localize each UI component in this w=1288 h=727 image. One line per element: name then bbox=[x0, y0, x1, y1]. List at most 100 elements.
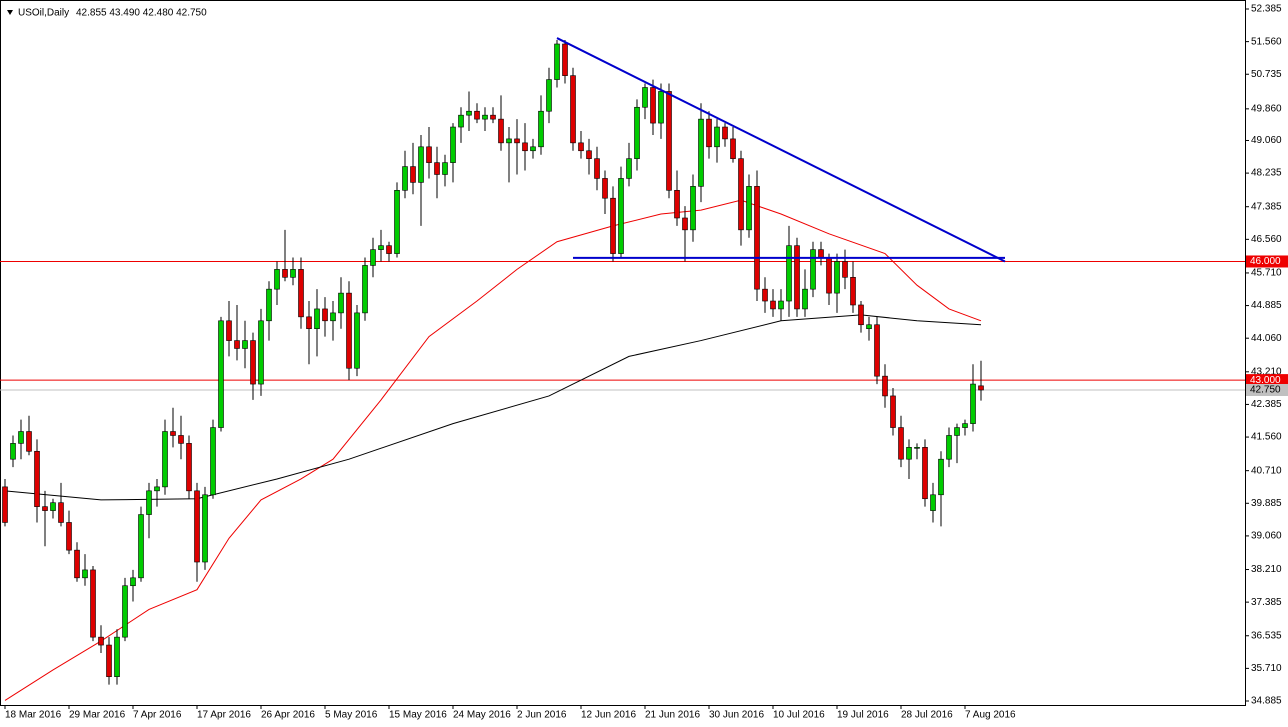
candle-body bbox=[274, 269, 280, 290]
y-tick-label: 42.385 bbox=[1251, 399, 1282, 410]
candle-body bbox=[138, 514, 144, 579]
candle-body bbox=[778, 300, 784, 310]
candle-body bbox=[338, 292, 344, 314]
y-tick-label: 35.710 bbox=[1251, 663, 1282, 674]
candle-body bbox=[34, 450, 40, 507]
candle-body bbox=[266, 288, 272, 322]
candle-body bbox=[834, 261, 840, 294]
y-tick-label: 34.885 bbox=[1251, 696, 1282, 707]
candle-body bbox=[306, 316, 312, 330]
candle-body bbox=[738, 158, 744, 231]
candle-body bbox=[178, 435, 184, 444]
x-tick-label: 28 Jul 2016 bbox=[901, 710, 953, 721]
candle-body bbox=[586, 150, 592, 159]
x-tick-label: 7 Aug 2016 bbox=[965, 710, 1016, 721]
candle-body bbox=[162, 431, 168, 488]
y-tick-label: 44.060 bbox=[1251, 333, 1282, 344]
candle-body bbox=[90, 569, 96, 638]
candle-body bbox=[962, 423, 968, 428]
candle-body bbox=[10, 443, 16, 460]
candle-body bbox=[426, 146, 432, 163]
candle-body bbox=[642, 87, 648, 108]
level-box bbox=[1246, 383, 1288, 396]
y-tick-label: 45.710 bbox=[1251, 268, 1282, 279]
menu-arrow bbox=[7, 10, 13, 15]
plot-frame bbox=[0, 0, 1246, 706]
candle-body bbox=[194, 490, 200, 563]
candle-body bbox=[378, 245, 384, 250]
candle-body bbox=[706, 118, 712, 148]
candle-body bbox=[482, 114, 488, 120]
candle-body bbox=[674, 190, 680, 219]
candle-body bbox=[770, 300, 776, 310]
candle-body bbox=[114, 636, 120, 677]
x-tick-label: 29 Mar 2016 bbox=[69, 710, 126, 721]
moving-average bbox=[4, 199, 982, 701]
candle-body bbox=[234, 340, 240, 349]
candle-body bbox=[890, 395, 896, 428]
candle-body bbox=[210, 427, 216, 496]
candle-body bbox=[170, 431, 176, 436]
candle-body bbox=[666, 91, 672, 191]
candle-body bbox=[578, 142, 584, 152]
candle-body bbox=[618, 178, 624, 254]
candle-body bbox=[26, 431, 32, 452]
candle-body bbox=[2, 486, 8, 523]
candle-body bbox=[418, 146, 424, 183]
level-box bbox=[1246, 374, 1288, 387]
candle-body bbox=[434, 162, 440, 175]
candle-body bbox=[762, 288, 768, 302]
y-tick-label: 44.885 bbox=[1251, 300, 1282, 311]
candle-body bbox=[498, 118, 504, 144]
y-tick-label: 40.710 bbox=[1251, 465, 1282, 476]
candle-body bbox=[746, 186, 752, 231]
candle-body bbox=[146, 490, 152, 515]
y-tick-label: 43.210 bbox=[1251, 366, 1282, 377]
candle-body bbox=[154, 486, 160, 492]
x-tick-label: 19 Jul 2016 bbox=[837, 710, 889, 721]
candle-body bbox=[602, 178, 608, 199]
candle-body bbox=[802, 288, 808, 310]
candle-body bbox=[410, 166, 416, 183]
candle-body bbox=[466, 110, 472, 116]
candle-body bbox=[458, 114, 464, 128]
x-tick-label: 17 Apr 2016 bbox=[197, 710, 251, 721]
candle-body bbox=[98, 636, 104, 646]
candle-body bbox=[722, 126, 728, 140]
candle-body bbox=[106, 644, 112, 677]
x-tick-label: 30 Jun 2016 bbox=[709, 710, 764, 721]
quote: 42.855 43.490 42.480 42.750 bbox=[76, 8, 207, 19]
y-tick-label: 46.560 bbox=[1251, 234, 1282, 245]
candle-body bbox=[370, 249, 376, 266]
level-box bbox=[1246, 255, 1288, 268]
symbol: USOil,Daily bbox=[18, 8, 69, 19]
x-tick-label: 15 May 2016 bbox=[389, 710, 447, 721]
candle-body bbox=[250, 340, 256, 385]
x-tick-label: 24 May 2016 bbox=[453, 710, 511, 721]
candle-body bbox=[298, 269, 304, 318]
candle-body bbox=[354, 312, 360, 369]
candle-body bbox=[506, 138, 512, 144]
candle-body bbox=[514, 138, 520, 144]
candle-body bbox=[850, 276, 856, 306]
candle-body bbox=[450, 126, 456, 163]
x-tick-label: 2 Jun 2016 bbox=[517, 710, 567, 721]
candle-body bbox=[730, 138, 736, 159]
candle-body bbox=[538, 110, 544, 148]
candle-body bbox=[818, 249, 824, 258]
candle-body bbox=[402, 166, 408, 191]
candle-body bbox=[122, 585, 128, 638]
candle-body bbox=[754, 186, 760, 290]
candle-body bbox=[202, 494, 208, 563]
candle-body bbox=[570, 75, 576, 144]
candle-body bbox=[866, 324, 872, 330]
candle-body bbox=[82, 569, 88, 579]
candle-body bbox=[226, 320, 232, 341]
candle-body bbox=[882, 375, 888, 397]
candle-body bbox=[810, 249, 816, 290]
candle-body bbox=[490, 114, 496, 120]
candle-body bbox=[954, 427, 960, 436]
y-tick-label: 41.560 bbox=[1251, 432, 1282, 443]
candle-body bbox=[626, 158, 632, 179]
candle-body bbox=[218, 320, 224, 428]
